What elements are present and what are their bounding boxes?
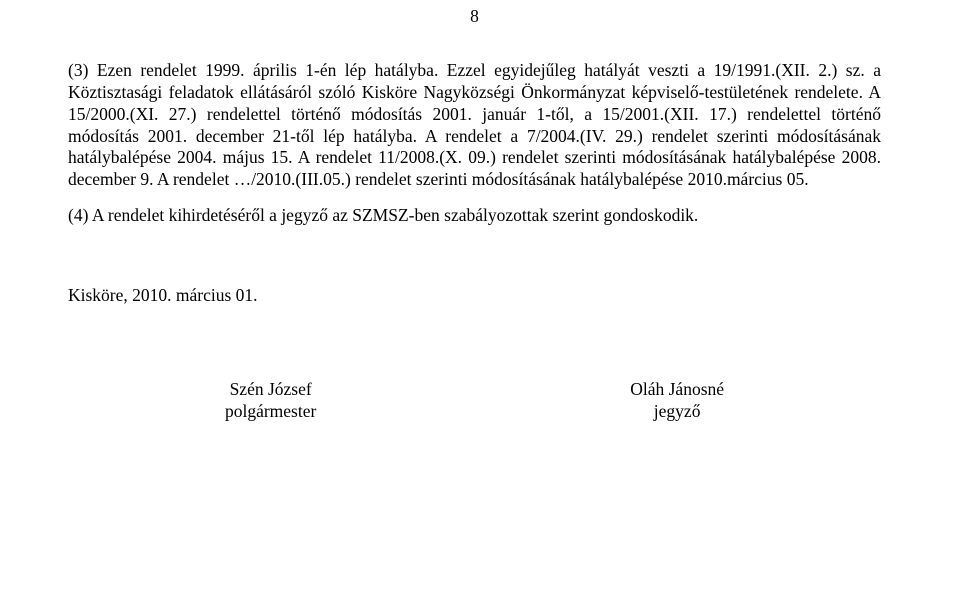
signature-left-title: polgármester xyxy=(225,401,316,423)
signatures-row: Szén József polgármester Oláh Jánosné je… xyxy=(68,379,881,423)
signature-right-name: Oláh Jánosné xyxy=(630,379,724,401)
signature-right-title: jegyző xyxy=(654,401,701,423)
paragraph-4: (4) A rendelet kihirdetéséről a jegyző a… xyxy=(68,205,881,227)
signature-left-name: Szén József xyxy=(230,379,312,401)
signature-left: Szén József polgármester xyxy=(225,379,316,423)
closing-line: Kisköre, 2010. március 01. xyxy=(68,285,881,307)
signature-right: Oláh Jánosné jegyző xyxy=(630,379,724,423)
document-page: 8 (3) Ezen rendelet 1999. április 1-én l… xyxy=(0,0,959,590)
paragraph-3: (3) Ezen rendelet 1999. április 1-én lép… xyxy=(68,60,881,191)
page-number: 8 xyxy=(68,0,881,28)
